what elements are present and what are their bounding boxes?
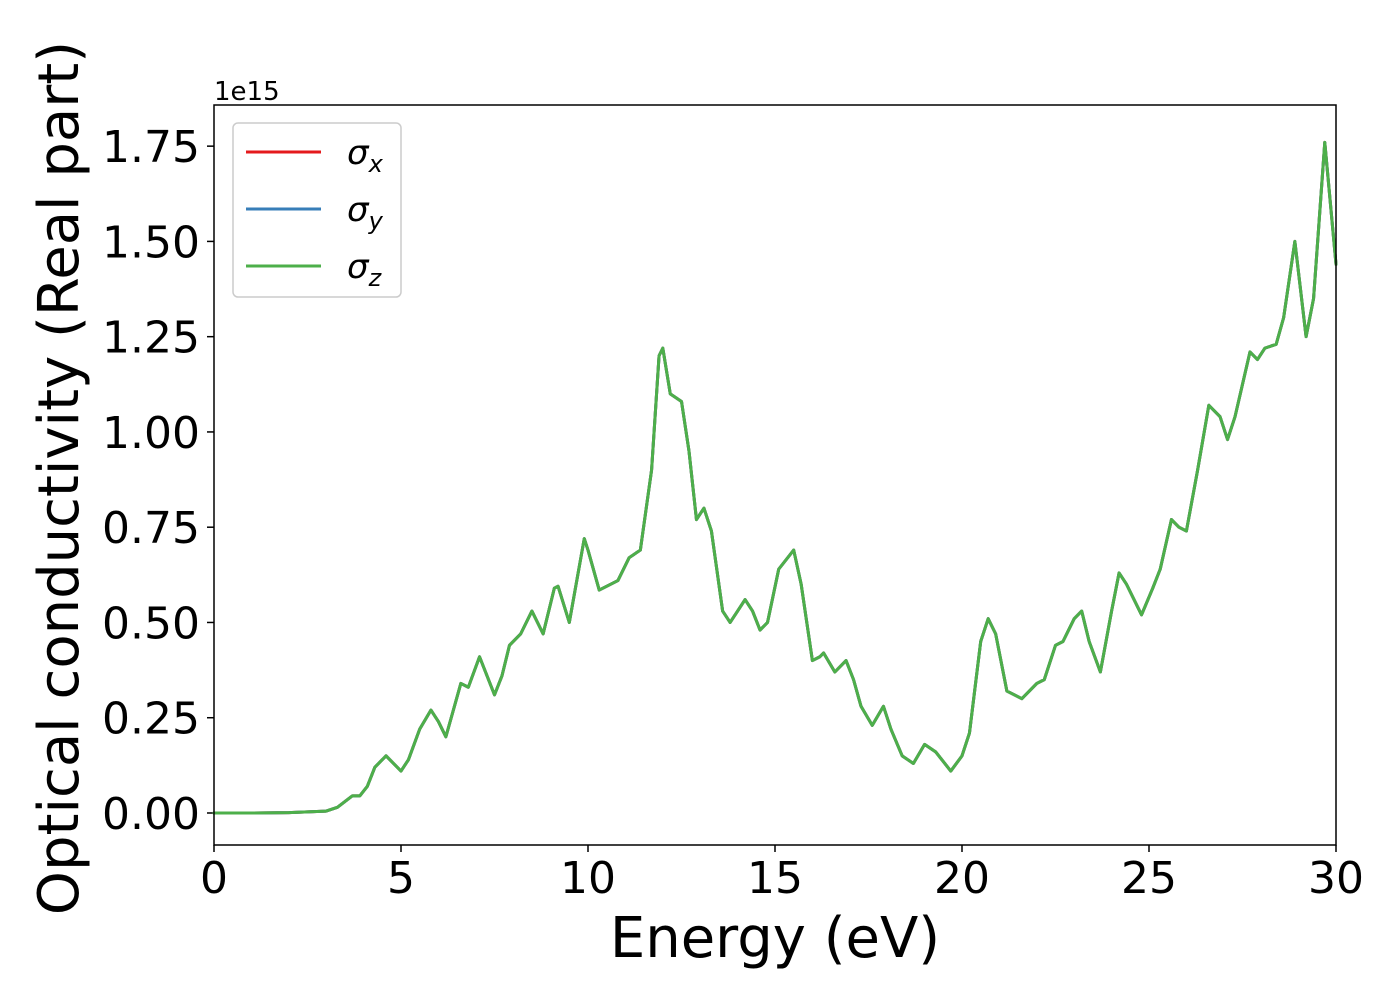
plot-frame xyxy=(213,104,1337,846)
x-tick-label: 15 xyxy=(747,853,803,904)
x-tick-label: 30 xyxy=(1308,853,1364,904)
y-tick-label: 0.50 xyxy=(102,598,200,649)
x-tick-label: 25 xyxy=(1121,853,1177,904)
y-tick-label: 0.75 xyxy=(102,503,200,554)
legend-subscript: y xyxy=(368,207,384,235)
legend-symbol: σ xyxy=(347,190,370,230)
x-tick-label: 5 xyxy=(387,853,415,904)
legend-symbol: σ xyxy=(347,133,370,173)
x-tick-label: 20 xyxy=(934,853,990,904)
legend-symbol: σ xyxy=(347,247,370,287)
legend-label: σz xyxy=(347,247,383,292)
legend-subscript: x xyxy=(368,150,384,178)
x-tick-label: 10 xyxy=(560,853,616,904)
y-tick-label: 1.75 xyxy=(102,122,200,173)
y-axis-label: Optical conductivity (Real part) xyxy=(27,41,92,915)
y-tick-label: 1.50 xyxy=(102,217,200,268)
legend-label: σx xyxy=(347,133,384,178)
offset-label: 1e15 xyxy=(214,77,280,107)
y-tick-label: 0.25 xyxy=(102,694,200,745)
y-tick-label: 1.25 xyxy=(102,313,200,364)
x-tick-label: 0 xyxy=(200,853,228,904)
legend-label: σy xyxy=(347,190,384,235)
x-axis-label: Energy (eV) xyxy=(610,906,940,971)
legend-subscript: z xyxy=(368,264,383,292)
y-tick-label: 0.00 xyxy=(102,789,200,840)
series-line xyxy=(212,140,1338,815)
y-tick-label: 1.00 xyxy=(102,408,200,459)
